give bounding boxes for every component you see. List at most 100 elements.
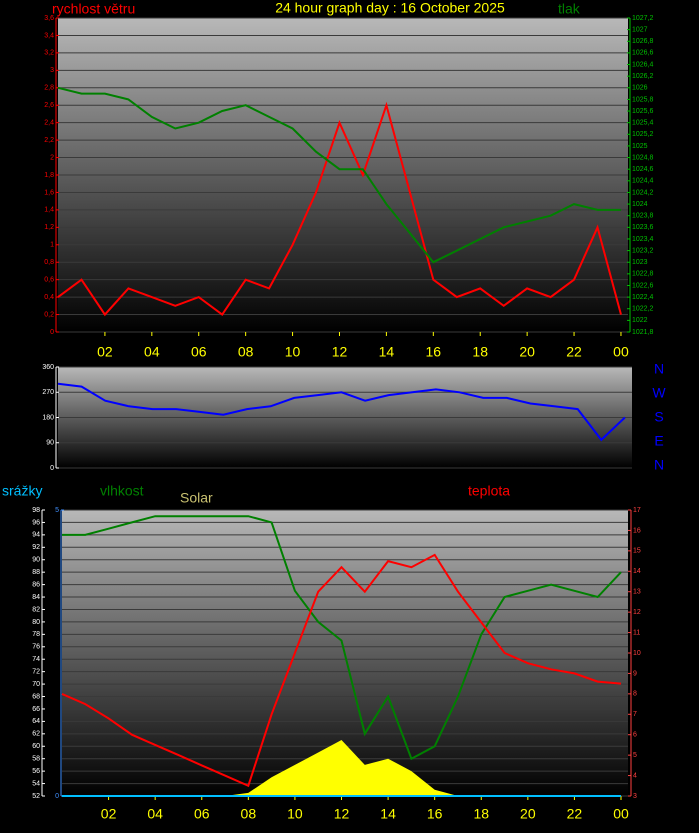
y2-tick-label: 11 <box>633 629 640 636</box>
y2-tick-label: 15 <box>633 548 641 555</box>
y-tick-label: 84 <box>32 594 40 601</box>
y2-tick-label: 6 <box>633 732 637 739</box>
y-tick-label: 78 <box>32 631 40 638</box>
y-tick-label: 360 <box>42 364 54 371</box>
x-tick-label: 18 <box>472 344 488 360</box>
y-tick-label: 86 <box>32 581 40 588</box>
y-tick-label: 2,4 <box>44 120 54 127</box>
y-tick-label: 80 <box>32 619 40 626</box>
x-tick-label: 14 <box>379 344 395 360</box>
y-tick-label: 3 <box>50 67 54 74</box>
legend-label: tlak <box>558 1 581 17</box>
y-tick-label: 3,6 <box>44 15 54 22</box>
x-tick-label: 08 <box>241 806 257 822</box>
series-area <box>62 740 621 796</box>
y2-tick-label: 1025,8 <box>632 96 654 103</box>
y-tick-label: 90 <box>46 440 54 447</box>
x-tick-label: 20 <box>519 344 535 360</box>
y-tick-label: 270 <box>42 389 54 396</box>
y-tick-label: 2,2 <box>44 137 54 144</box>
y-tick-label: 0,4 <box>44 294 54 301</box>
y2-tick-label: 1023,4 <box>632 236 654 243</box>
y2-tick-label: 1026 <box>632 85 648 92</box>
y-tick-label: 52 <box>32 793 40 800</box>
y-tick-label: 92 <box>32 544 40 551</box>
y2-tick-label: 1026,4 <box>632 61 654 68</box>
y-tick-label: 88 <box>32 569 40 576</box>
y2-tick-label: 1023,6 <box>632 224 654 231</box>
y2-tick-label: 1024,2 <box>632 189 654 196</box>
chart-title: 24 hour graph day : 16 October 2025 <box>275 0 505 16</box>
y2-tick-label: 1026,6 <box>632 50 654 57</box>
y-tick-label: 180 <box>42 414 54 421</box>
y-tick-label: 0,6 <box>44 277 54 284</box>
y2-tick-label: 12 <box>633 609 641 616</box>
y-tick-label: 3,4 <box>44 32 54 39</box>
y2-tick-label: 1027 <box>632 26 648 33</box>
y-tick-label: 3,2 <box>44 50 54 57</box>
y2-tick-label: 13 <box>633 589 641 596</box>
series-line <box>57 382 626 442</box>
x-tick-label: 18 <box>473 806 489 822</box>
x-tick-label: 12 <box>332 344 348 360</box>
y2-tick-label: 1024,4 <box>632 178 654 185</box>
x-tick-label: 12 <box>334 806 350 822</box>
x-tick-label: 02 <box>97 344 113 360</box>
compass-label: E <box>654 433 663 449</box>
x-tick-label: 02 <box>101 806 117 822</box>
y2-tick-label: 8 <box>633 691 637 698</box>
compass-label: W <box>652 385 666 401</box>
legend-label: teplota <box>468 483 510 499</box>
y2-tick-label: 1022,2 <box>632 306 654 313</box>
y2-tick-label: 14 <box>633 568 641 575</box>
x-tick-label: 10 <box>285 344 301 360</box>
y2-tick-label: 16 <box>633 527 641 534</box>
y-tick-label: 0 <box>50 465 54 472</box>
legend-label: rychlost větru <box>52 1 135 17</box>
y2-tick-label: 17 <box>633 507 641 514</box>
x-tick-label: 22 <box>566 344 582 360</box>
x-tick-label: 14 <box>380 806 396 822</box>
y-tick-label: 0,2 <box>44 311 54 318</box>
y3-tick-label: 0 <box>55 793 59 800</box>
compass-label: N <box>654 457 664 473</box>
y-tick-label: 2 <box>50 154 54 161</box>
y-tick-label: 1,4 <box>44 207 54 214</box>
y-tick-label: 1 <box>50 242 54 249</box>
y2-tick-label: 4 <box>633 772 637 779</box>
x-tick-label: 00 <box>613 344 629 360</box>
y-tick-label: 0 <box>50 329 54 336</box>
y-tick-label: 74 <box>32 656 40 663</box>
y-tick-label: 62 <box>32 731 40 738</box>
legend-label: Solar <box>180 490 213 506</box>
x-tick-label: 10 <box>287 806 303 822</box>
x-tick-label: 22 <box>567 806 583 822</box>
y2-tick-label: 1022,8 <box>632 271 654 278</box>
y2-tick-label: 1024,8 <box>632 154 654 161</box>
compass-label: N <box>654 361 664 377</box>
y-tick-label: 2,8 <box>44 85 54 92</box>
y-tick-label: 56 <box>32 768 40 775</box>
y2-tick-label: 1022,6 <box>632 282 654 289</box>
x-tick-label: 04 <box>144 344 160 360</box>
y-tick-label: 2,6 <box>44 102 54 109</box>
legend-label: vlhkost <box>100 483 144 499</box>
y2-tick-label: 1021,8 <box>632 329 654 336</box>
legend-label: srážky <box>2 483 42 499</box>
y2-tick-label: 1022 <box>632 317 648 324</box>
y2-tick-label: 1025,4 <box>632 120 654 127</box>
y2-tick-label: 1027,2 <box>632 15 654 22</box>
series-line <box>62 515 622 761</box>
y2-tick-label: 1026,2 <box>632 73 654 80</box>
y-tick-label: 94 <box>32 532 40 539</box>
y2-tick-label: 1023,8 <box>632 213 654 220</box>
y2-tick-label: 1026,8 <box>632 38 654 45</box>
y-tick-label: 1,2 <box>44 224 54 231</box>
y-tick-label: 98 <box>32 507 40 514</box>
y-tick-label: 70 <box>32 681 40 688</box>
y-tick-label: 0,8 <box>44 259 54 266</box>
y2-tick-label: 1025,2 <box>632 131 654 138</box>
x-tick-label: 20 <box>520 806 536 822</box>
y2-tick-label: 1025 <box>632 143 648 150</box>
